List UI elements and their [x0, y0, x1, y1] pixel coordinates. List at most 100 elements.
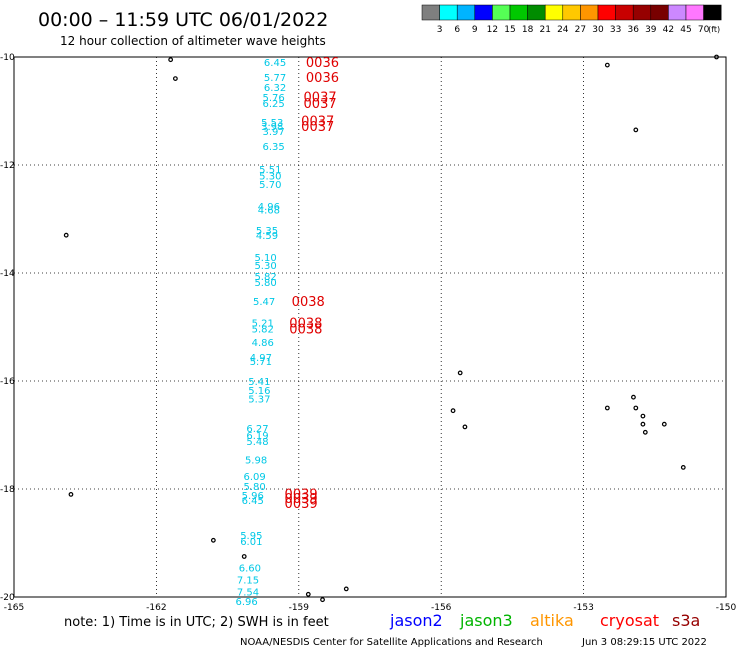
scale-swatch [474, 4, 493, 21]
wave-height-label: 5.71 [250, 357, 272, 368]
map-grid [13, 56, 727, 598]
scale-swatch [685, 4, 704, 21]
island-outline [450, 408, 456, 414]
wave-height-label: 5.76 [263, 93, 285, 104]
wave-height-label: 5.16 [248, 386, 270, 397]
scale-label: 45 [680, 25, 691, 35]
wave-height-label: 6.01 [240, 537, 262, 548]
scale-label: 42 [663, 25, 674, 35]
wave-height-label: 3.97 [263, 127, 285, 138]
wave-height-label: 4.59 [256, 231, 278, 242]
wave-height-label: 5.10 [254, 253, 276, 264]
wave-height-label: 7.54 [237, 588, 259, 599]
time-label: 0039 [285, 487, 318, 502]
scale-label: 70 [698, 25, 710, 35]
lon-tick-label: -153 [573, 603, 593, 613]
wave-height-label: 5.80 [254, 278, 276, 289]
wave-height-label: 6.45 [242, 496, 264, 507]
scale-swatch [509, 4, 528, 21]
scale-label: 18 [522, 25, 534, 35]
island-outline [604, 405, 610, 411]
map-frame [13, 56, 727, 598]
satellite-s3a: s3a [672, 611, 700, 630]
wave-height-label: 5.41 [248, 377, 270, 388]
wave-height-label: 6.25 [263, 99, 285, 110]
island-outline [661, 421, 667, 427]
scale-label: 36 [627, 25, 639, 35]
wave-height-label: 5.82 [254, 272, 276, 283]
scale-swatch [597, 4, 616, 21]
wave-height-label: 5.30 [259, 171, 281, 182]
satellite-cryosat: cryosat [600, 611, 659, 630]
wave-height-label: 6.35 [263, 142, 285, 153]
wave-height-label: 5.98 [245, 455, 267, 466]
wave-height-label: 5.70 [259, 180, 281, 191]
time-label: 0036 [306, 56, 339, 71]
footer-note: note: 1) Time is in UTC; 2) SWH is in fe… [64, 615, 329, 630]
wave-height-label: 5.37 [248, 394, 270, 405]
island-outline [241, 554, 247, 559]
wave-height-label: 4.96 [258, 202, 280, 213]
island-outline [631, 394, 636, 400]
wave-height-label: 6.19 [246, 431, 268, 442]
lat-tick-label: -18 [0, 485, 15, 495]
scale-swatch [703, 4, 722, 21]
scale-swatch [562, 4, 581, 21]
lat-tick-label: -10 [0, 53, 15, 63]
page-title: 00:00 – 11:59 UTC 06/01/2022 [38, 9, 328, 31]
time-label: 0039 [285, 497, 318, 512]
scale-swatch [580, 4, 599, 21]
scale-swatch [492, 4, 511, 21]
wave-height-label: 5.51 [259, 165, 281, 176]
time-label: 0038 [289, 323, 322, 338]
wave-height-label: 5.95 [240, 531, 262, 542]
island-outline [172, 76, 178, 81]
wave-height-label: 4.68 [258, 205, 280, 216]
scale-label: 39 [645, 25, 657, 35]
lon-tick-label: -162 [146, 603, 166, 613]
satellite-jason2: jason2 [389, 611, 443, 630]
lon-tick-label: -159 [289, 603, 310, 613]
wave-height-label: 4.97 [250, 353, 272, 364]
wave-height-label: 5.21 [252, 319, 274, 330]
island-outline [680, 465, 686, 470]
scale-label: 21 [539, 25, 550, 35]
island-outline [640, 413, 646, 419]
island-outline [633, 127, 639, 133]
scale-label: 15 [504, 25, 515, 35]
island-outline [168, 57, 174, 63]
scale-swatch [421, 4, 440, 21]
time-label-layer: 0036003600370037003700370038003800380039… [285, 56, 339, 512]
scale-label: 30 [592, 25, 604, 35]
wave-height-label: 6.32 [264, 83, 286, 94]
color-scale-legend: 3 6 9 12 15 18 21 24 27 30 33 36 39 42 45 70(ft) [421, 4, 722, 35]
scale-label: 9 [472, 25, 478, 35]
lon-tick-label: -165 [4, 603, 24, 613]
time-label: 0037 [304, 90, 337, 105]
scale-swatch [615, 4, 634, 21]
wave-height-label: 5.77 [264, 73, 286, 84]
wave-height-layer: 6.45 5.776.325.766.25 5.533.983.97 6.35 5.51… [235, 58, 286, 608]
wave-height-label: 5.35 [256, 226, 278, 237]
scale-swatch [456, 4, 476, 21]
time-label: 0038 [292, 295, 325, 310]
time-label: 0037 [301, 115, 334, 130]
scale-swatch [544, 4, 564, 21]
wave-height-label: 5.82 [252, 325, 274, 336]
lon-tick-label: -156 [431, 603, 452, 613]
scale-label: 6 [454, 25, 460, 35]
island-outline [320, 597, 325, 603]
wave-height-label: 5.96 [242, 491, 264, 502]
wave-height-label: 3.98 [261, 122, 283, 133]
lat-tick-label: -14 [0, 269, 15, 279]
wave-height-label: 5.48 [246, 437, 268, 448]
scale-label: 33 [610, 25, 621, 35]
island-outline [462, 424, 468, 430]
island-outline [642, 429, 648, 435]
scale-swatch [632, 4, 652, 21]
island-outline [604, 62, 610, 68]
footer-timestamp: Jun 3 08:29:15 UTC 2022 [581, 637, 707, 648]
islands-layer [63, 54, 719, 603]
island-outline [640, 421, 646, 427]
time-label: 0038 [289, 317, 322, 332]
